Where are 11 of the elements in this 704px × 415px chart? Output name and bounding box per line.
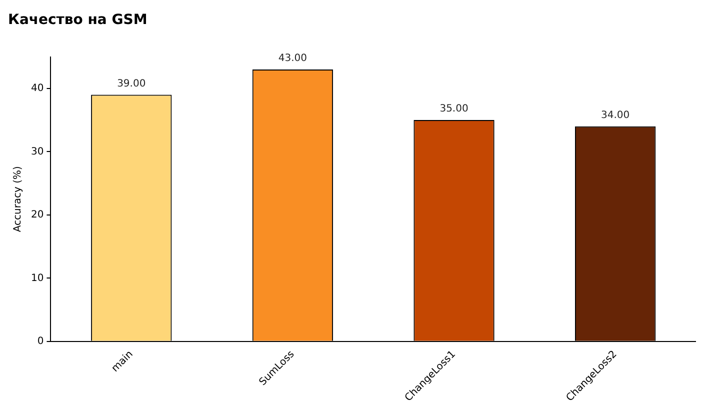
- data-label: 34.00: [601, 110, 630, 121]
- chart-title: Качество на GSM: [8, 12, 148, 28]
- y-tick-label: 40: [30, 83, 44, 94]
- data-label: 39.00: [117, 78, 146, 90]
- data-label: 43.00: [278, 53, 308, 64]
- data-label: 35.00: [440, 104, 468, 115]
- y-tick-label: 10: [30, 272, 44, 284]
- y-tick-label: 0: [37, 336, 44, 348]
- y-axis-title: Accuracy (%): [12, 166, 24, 232]
- y-tick-label: 30: [30, 146, 44, 158]
- y-tick-label: 20: [30, 210, 44, 221]
